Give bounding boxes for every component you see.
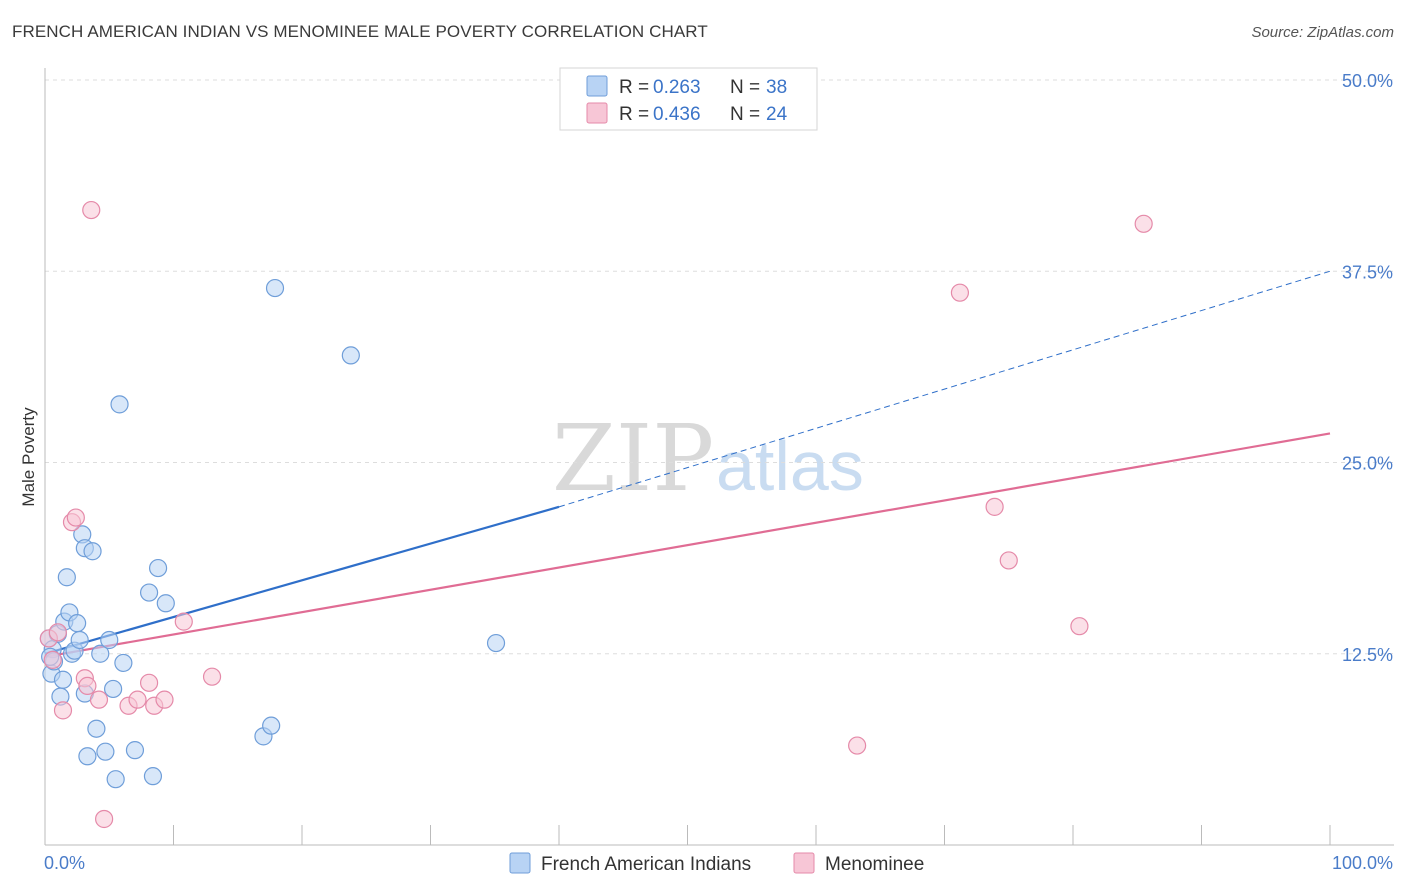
y-axis-label: Male Poverty: [19, 407, 38, 507]
point-french-american-indians: [143, 767, 163, 786]
trend-line-extension-french-american-indians: [558, 270, 1331, 508]
legend-r-value-1: 0.263: [653, 77, 701, 98]
point-french-american-indians: [96, 742, 115, 761]
point-french-american-indians: [100, 630, 119, 650]
legend-r-label-2: R =: [619, 104, 649, 125]
legend-r-value-2: 0.436: [653, 104, 701, 125]
series-legend: French American Indians Menominee: [509, 852, 924, 875]
point-french-american-indians: [156, 594, 175, 613]
gridlines: [45, 79, 1394, 655]
point-menominee: [43, 650, 62, 669]
x-axis-ticks: [44, 825, 1331, 845]
series-legend-label-pink: Menominee: [825, 854, 924, 875]
point-menominee: [139, 673, 159, 692]
point-menominee: [174, 612, 193, 631]
x-tick-label-max: 100.0%: [1332, 853, 1393, 873]
point-french-american-indians: [110, 395, 129, 414]
point-menominee: [202, 667, 222, 686]
series-legend-swatch-pink: [793, 852, 815, 874]
point-french-american-indians: [341, 346, 360, 365]
legend-n-label-2: N =: [730, 104, 760, 125]
point-french-american-indians: [114, 653, 133, 673]
point-menominee: [950, 283, 970, 302]
watermark-atlas: atlas: [716, 427, 864, 505]
watermark-zip: ZIP: [552, 405, 714, 512]
series-legend-label-blue: French American Indians: [541, 854, 751, 875]
legend-n-value-2: 24: [766, 104, 788, 125]
legend-n-value-1: 38: [766, 77, 787, 98]
point-french-american-indians: [83, 542, 102, 561]
point-menominee: [95, 809, 114, 829]
point-menominee: [66, 508, 85, 527]
x-tick-label-min: 0.0%: [44, 853, 85, 873]
point-french-american-indians: [70, 630, 89, 650]
trend-line-menominee: [44, 432, 1331, 658]
point-french-american-indians: [91, 644, 110, 663]
point-menominee: [1134, 214, 1153, 233]
point-french-american-indians: [139, 583, 159, 602]
chart-title: FRENCH AMERICAN INDIAN VS MENOMINEE MALE…: [12, 22, 708, 41]
point-french-american-indians: [486, 633, 506, 653]
point-menominee: [1070, 617, 1089, 636]
y-tick-label: 25.0%: [1342, 454, 1393, 474]
legend-n-label-1: N =: [730, 77, 760, 98]
point-french-american-indians: [78, 747, 97, 766]
y-tick-labels: 12.5% 25.0% 37.5% 50.0%: [1342, 71, 1393, 665]
point-french-american-indians: [53, 670, 73, 689]
point-menominee: [985, 497, 1004, 516]
trend-line-french-american-indians: [44, 505, 560, 655]
point-menominee: [82, 200, 101, 220]
data-points: [39, 200, 1153, 829]
point-french-american-indians: [106, 770, 125, 789]
y-tick-label: 37.5%: [1342, 262, 1393, 282]
legend-swatch-pink: [586, 102, 608, 124]
legend-r-label-1: R =: [619, 77, 649, 98]
point-french-american-indians: [262, 716, 281, 735]
point-menominee: [48, 623, 67, 642]
source-credit: Source: ZipAtlas.com: [1251, 24, 1394, 41]
point-french-american-indians: [148, 558, 168, 578]
point-menominee: [53, 701, 73, 720]
y-tick-label: 50.0%: [1342, 71, 1393, 91]
point-french-american-indians: [125, 741, 145, 760]
correlation-legend: R = 0.263 N = 38 R = 0.436 N = 24: [559, 67, 818, 131]
legend-swatch-blue: [586, 75, 608, 97]
trend-lines: [44, 270, 1331, 658]
y-tick-label: 12.5%: [1342, 645, 1393, 665]
point-menominee: [78, 676, 97, 695]
point-menominee: [155, 690, 174, 709]
point-french-american-indians: [68, 614, 87, 633]
series-legend-swatch-blue: [509, 852, 531, 874]
point-french-american-indians: [57, 568, 76, 587]
point-menominee: [848, 736, 867, 755]
point-french-american-indians: [87, 719, 106, 738]
point-menominee: [89, 690, 109, 709]
point-menominee: [999, 551, 1018, 570]
point-french-american-indians: [104, 679, 123, 699]
point-menominee: [128, 690, 147, 709]
point-french-american-indians: [265, 278, 285, 298]
